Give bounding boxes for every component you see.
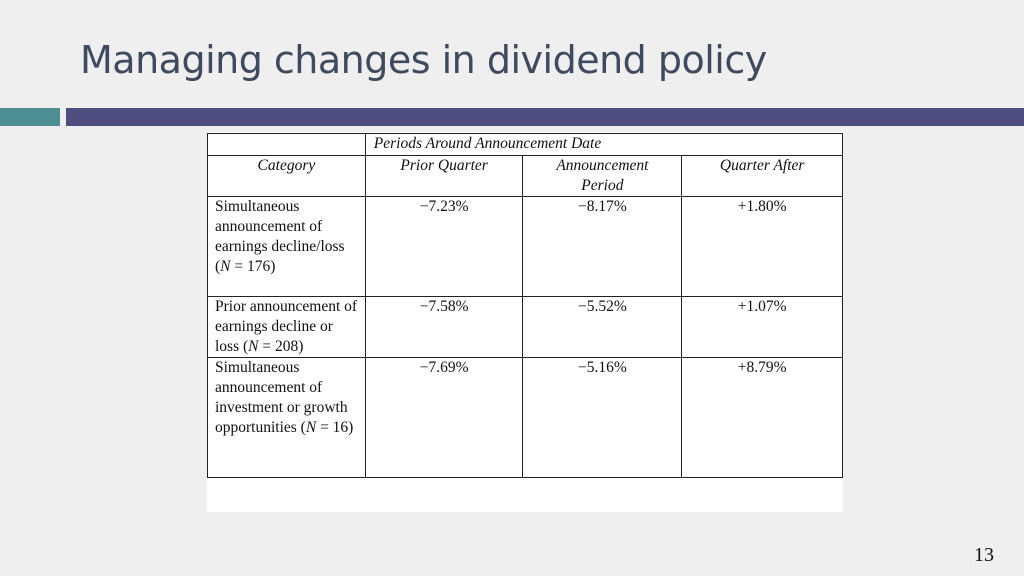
table-column-header-row: Category Prior Quarter Announcement Peri… <box>207 155 843 197</box>
sample-size-value: = 176) <box>230 258 276 275</box>
table-group-header-row: Periods Around Announcement Date <box>207 133 844 156</box>
group-header: Periods Around Announcement Date <box>364 133 844 156</box>
category-cell: Prior announcement of earnings decline o… <box>207 296 366 358</box>
dividend-announcement-table: Periods Around Announcement Date Categor… <box>207 133 844 478</box>
accent-bar-right <box>66 108 1024 126</box>
table-row: Simultaneous announcement of investment … <box>207 357 843 478</box>
prior-quarter-value: −7.69% <box>364 357 524 478</box>
quarter-after-value: +1.80% <box>681 196 843 297</box>
table-row: Simultaneous announcement of earnings de… <box>207 196 843 297</box>
sample-size-value: = 208) <box>258 338 304 355</box>
category-text: Simultaneous announcement of earnings de… <box>215 198 345 275</box>
column-header-announcement-period: Announcement Period <box>522 155 683 197</box>
sample-size-label: N <box>305 419 317 436</box>
slide-title: Managing changes in dividend policy <box>80 38 767 82</box>
announcement-period-value: −5.52% <box>522 296 683 358</box>
quarter-after-value: +1.07% <box>681 296 843 358</box>
quarter-after-value: +8.79% <box>681 357 843 478</box>
column-header-prior-quarter: Prior Quarter <box>364 155 524 197</box>
page-number: 13 <box>974 544 994 566</box>
category-text: Prior announcement of earnings decline o… <box>215 298 358 355</box>
prior-quarter-value: −7.58% <box>364 296 524 358</box>
sample-size-value: = 16) <box>316 419 354 436</box>
table-panel: Periods Around Announcement Date Categor… <box>207 132 844 512</box>
accent-bar-left <box>0 108 60 126</box>
announcement-period-value: −8.17% <box>522 196 683 297</box>
prior-quarter-value: −7.23% <box>364 196 524 297</box>
category-cell: Simultaneous announcement of earnings de… <box>207 196 366 297</box>
category-text: Simultaneous announcement of investment … <box>215 359 348 436</box>
column-header-category: Category <box>207 155 366 197</box>
column-header-quarter-after: Quarter After <box>681 155 843 197</box>
announcement-period-value: −5.16% <box>522 357 683 478</box>
empty-header-cell <box>207 133 366 156</box>
sample-size-label: N <box>248 338 259 355</box>
sample-size-label: N <box>220 258 231 275</box>
category-cell: Simultaneous announcement of investment … <box>207 357 366 478</box>
table-row: Prior announcement of earnings decline o… <box>207 296 843 358</box>
